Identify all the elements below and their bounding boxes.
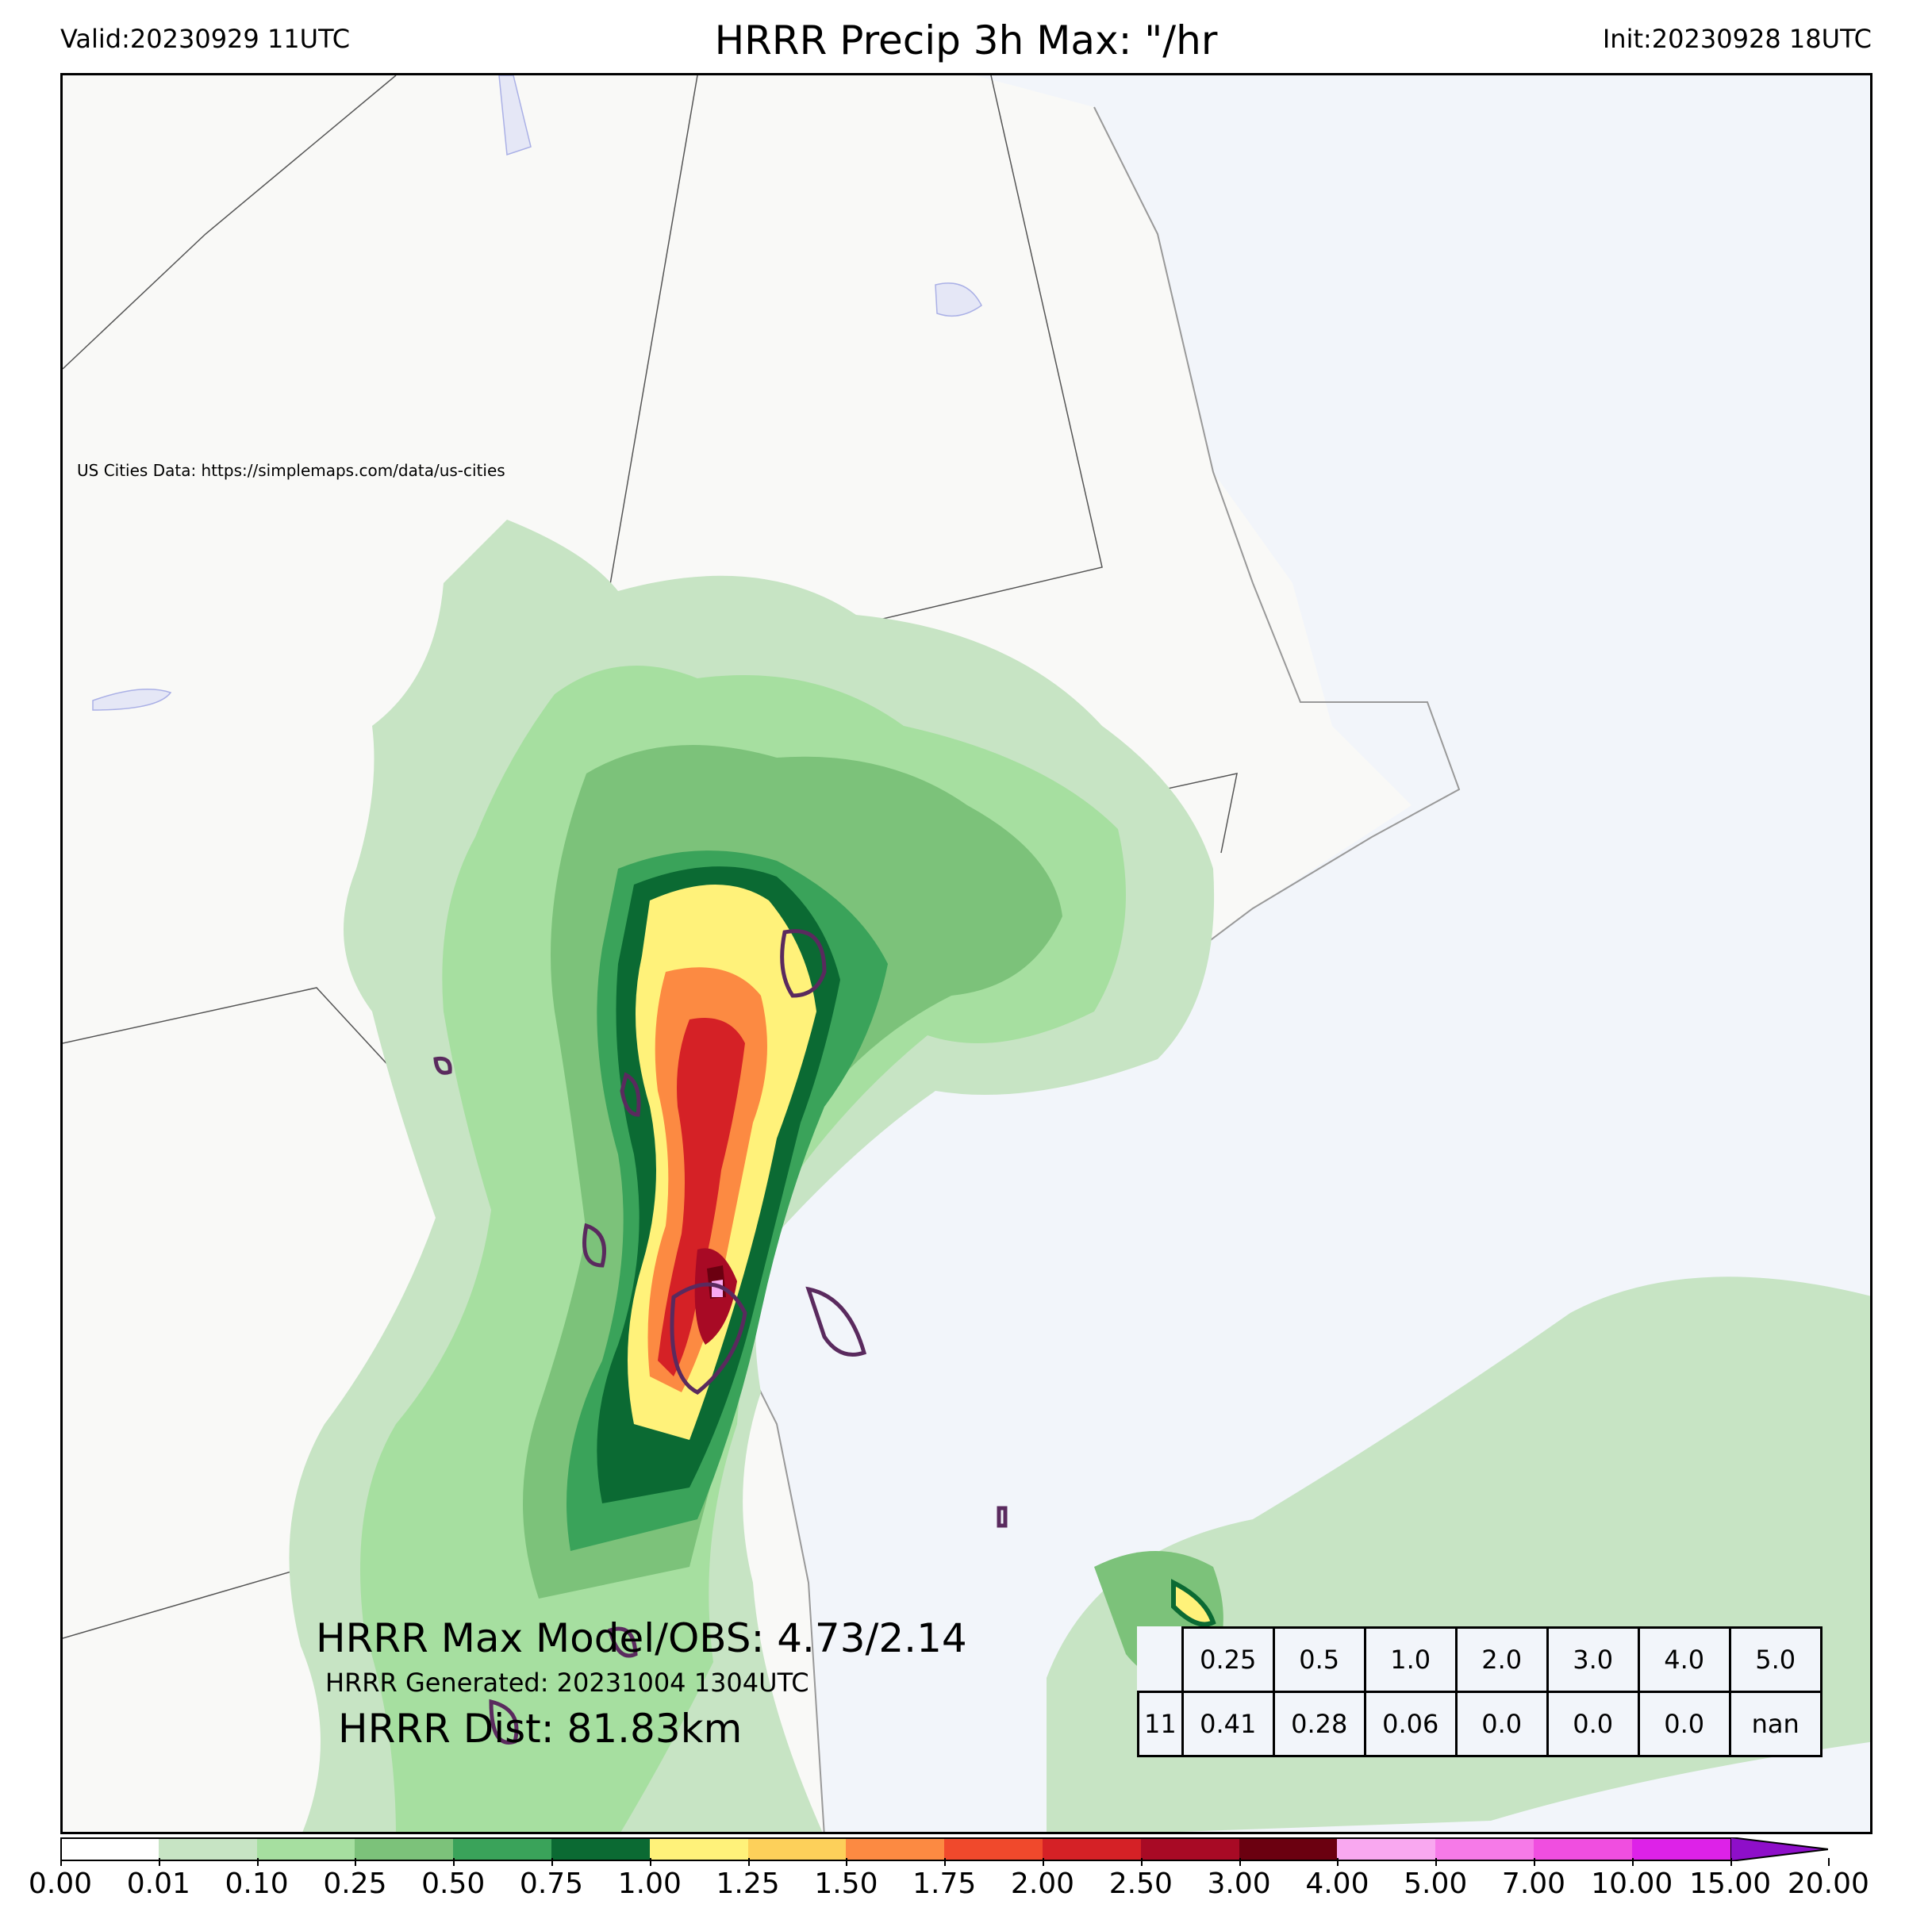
colorbar-tickmark [1140, 1858, 1143, 1866]
value-cell: 0.0 [1637, 1691, 1731, 1757]
colorbar-tick-label: 0.75 [519, 1868, 584, 1900]
map-canvas [63, 75, 1870, 1832]
colorbar-tick-label: 2.00 [1010, 1868, 1075, 1900]
colorbar-segment [551, 1837, 650, 1861]
colorbar-tick-label: 1.25 [716, 1868, 780, 1900]
colorbar-segment [1534, 1837, 1632, 1861]
colorbar-tick-label: 4.00 [1305, 1868, 1369, 1900]
colorbar-tick-label: 7.00 [1501, 1868, 1566, 1900]
map-title: HRRR Precip 3h Max: "/hr [714, 17, 1218, 63]
colorbar-tick-label: 15.00 [1689, 1868, 1772, 1900]
colorbar-tick-label: 1.50 [814, 1868, 878, 1900]
colorbar-tick-label: 3.00 [1207, 1868, 1271, 1900]
colorbar-tickmark [1337, 1858, 1339, 1866]
colorbar-tickmark [355, 1858, 357, 1866]
colorbar-tickmark [1239, 1858, 1241, 1866]
colorbar-tick-label: 0.50 [421, 1868, 486, 1900]
colorbar-segment [355, 1837, 454, 1861]
colorbar-segment [846, 1837, 945, 1861]
colorbar-tickmark [256, 1858, 259, 1866]
colorbar-tick-label: 2.50 [1108, 1868, 1173, 1900]
colorbar-segment [158, 1837, 257, 1861]
colorbar-tick-label: 1.75 [912, 1868, 977, 1900]
value-cell: 0.06 [1363, 1691, 1458, 1757]
threshold-cell: 5.0 [1728, 1626, 1823, 1693]
colorbar-tickmark [649, 1858, 651, 1866]
colorbar-tickmark [158, 1858, 160, 1866]
colorbar-tickmark [1631, 1858, 1634, 1866]
value-cell: 0.41 [1181, 1691, 1275, 1757]
threshold-stats-table: 0.25 0.5 1.0 2.0 3.0 4.0 5.0 11 0.41 0.2… [1137, 1626, 1823, 1757]
precip-2.00 [658, 1018, 745, 1376]
colorbar-tickmark [1730, 1858, 1732, 1866]
colorbar [60, 1836, 1885, 1863]
valid-time-label: Valid:20230929 11UTC [60, 24, 351, 54]
obs-contours [433, 929, 1008, 1745]
colorbar-tickmark [1828, 1858, 1830, 1866]
colorbar-segment [1239, 1837, 1338, 1861]
colorbar-segment [747, 1837, 847, 1861]
colorbar-tickmark [1534, 1858, 1535, 1866]
colorbar-segment [1140, 1837, 1239, 1861]
threshold-cell: 1.0 [1363, 1626, 1458, 1693]
colorbar-segment [1435, 1837, 1534, 1861]
threshold-cell: 0.25 [1181, 1626, 1275, 1693]
max-model-obs-label: HRRR Max Model/OBS: 4.73/2.14 [316, 1615, 967, 1661]
colorbar-segment [1729, 1836, 1829, 1863]
threshold-cell: 3.0 [1546, 1626, 1640, 1693]
lakes [92, 75, 982, 711]
threshold-cell: 2.0 [1454, 1626, 1549, 1693]
precip-map: US Cities Data: https://simplemaps.com/d… [60, 73, 1872, 1834]
value-row: 11 0.41 0.28 0.06 0.0 0.0 0.0 nan [1137, 1691, 1823, 1757]
threshold-row: 0.25 0.5 1.0 2.0 3.0 4.0 5.0 [1139, 1626, 1823, 1693]
colorbar-tickmark [846, 1858, 848, 1866]
data-credit: US Cities Data: https://simplemaps.com/d… [77, 461, 505, 480]
colorbar-segment [256, 1837, 355, 1861]
colorbar-tick-label: 0.10 [225, 1868, 289, 1900]
colorbar-tickmark [747, 1858, 750, 1866]
colorbar-tickmark [60, 1858, 62, 1866]
colorbar-tick-label: 0.25 [323, 1868, 387, 1900]
colorbar-segment [649, 1837, 748, 1861]
colorbar-segment [944, 1837, 1043, 1861]
colorbar-extend-arrow [1729, 1836, 1829, 1863]
colorbar-tickmark [551, 1858, 553, 1866]
table-corner [1139, 1628, 1183, 1692]
colorbar-tickmark [944, 1858, 947, 1866]
precip-ocean-yellow [1171, 1579, 1216, 1627]
threshold-cell: 0.5 [1272, 1626, 1366, 1693]
value-cell: 0.0 [1454, 1691, 1549, 1757]
colorbar-segment [1631, 1837, 1730, 1861]
colorbar-tickmark [1043, 1858, 1044, 1866]
threshold-cell: 4.0 [1637, 1626, 1731, 1693]
colorbar-tick-label: 20.00 [1787, 1868, 1869, 1900]
colorbar-tick-label: 10.00 [1591, 1868, 1673, 1900]
value-cell: 0.0 [1546, 1691, 1640, 1757]
colorbar-tick-label: 1.00 [617, 1868, 682, 1900]
distance-label: HRRR Dist: 81.83km [338, 1706, 743, 1752]
colorbar-segment [1337, 1837, 1436, 1861]
value-cell: nan [1728, 1691, 1823, 1757]
colorbar-segment [453, 1837, 551, 1861]
precip-field [289, 520, 1870, 1832]
generated-label: HRRR Generated: 20231004 1304UTC [325, 1668, 809, 1698]
row-label-cell: 11 [1137, 1691, 1184, 1757]
colorbar-tick-label: 0.01 [126, 1868, 190, 1900]
colorbar-tickmark [453, 1858, 455, 1866]
colorbar-segment [60, 1837, 160, 1861]
colorbar-tick-label: 5.00 [1404, 1868, 1468, 1900]
colorbar-tickmark [1435, 1858, 1438, 1866]
init-time-label: Init:20230928 18UTC [1602, 24, 1872, 54]
colorbar-segment [1043, 1837, 1141, 1861]
value-cell: 0.28 [1272, 1691, 1366, 1757]
colorbar-tick-label: 0.00 [28, 1868, 93, 1900]
